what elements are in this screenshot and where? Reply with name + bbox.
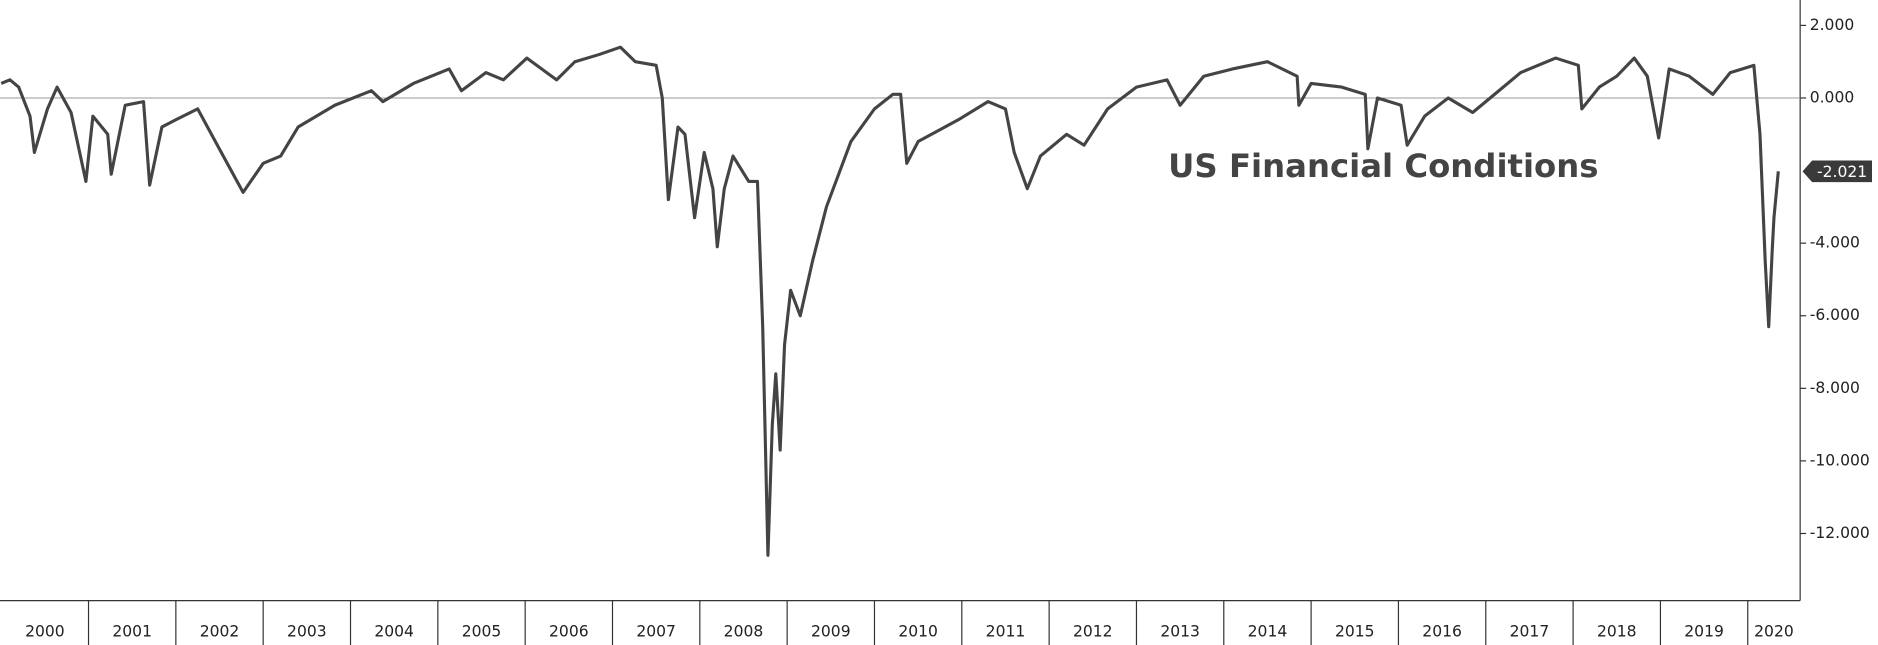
- x-tick-label: 2008: [724, 622, 764, 640]
- y-tick-label: -4.000: [1810, 234, 1860, 252]
- x-tick-label: 2004: [374, 622, 414, 640]
- x-tick-label: 2010: [898, 622, 938, 640]
- y-tick-label: -6.000: [1810, 306, 1860, 324]
- last-value-label: -2.021: [1817, 163, 1867, 181]
- x-tick-label: 2013: [1160, 622, 1200, 640]
- y-tick-label: -10.000: [1810, 451, 1870, 469]
- x-tick-label: 2001: [112, 622, 152, 640]
- y-tick-label: -8.000: [1810, 379, 1860, 397]
- chart-title: US Financial Conditions: [1168, 147, 1598, 185]
- x-tick-label: 2017: [1510, 622, 1550, 640]
- x-tick-label: 2012: [1073, 622, 1113, 640]
- line: [0, 45, 1780, 557]
- x-tick-label: 2002: [200, 622, 240, 640]
- x-tick-label: 2020: [1754, 622, 1794, 640]
- x-tick-label: 2000: [25, 622, 65, 640]
- x-tick-label: 2015: [1335, 622, 1375, 640]
- x-tick-label: 2009: [811, 622, 851, 640]
- x-tick-label: 2005: [462, 622, 502, 640]
- last-value-tag: [1802, 160, 1873, 183]
- x-tick-label: 2014: [1248, 622, 1288, 640]
- x-tick-label: 2019: [1684, 622, 1724, 640]
- x-tick-label: 2007: [636, 622, 676, 640]
- y-tick-label: 0.000: [1810, 88, 1855, 106]
- x-tick-label: 2006: [549, 622, 589, 640]
- x-tick-label: 2003: [287, 622, 327, 640]
- x-tick-label: 2011: [986, 622, 1026, 640]
- y-tick-label: 2.000: [1810, 16, 1855, 34]
- x-tick-label: 2016: [1422, 622, 1462, 640]
- y-tick-label: -12.000: [1810, 524, 1870, 542]
- x-tick-label: 2018: [1597, 622, 1637, 640]
